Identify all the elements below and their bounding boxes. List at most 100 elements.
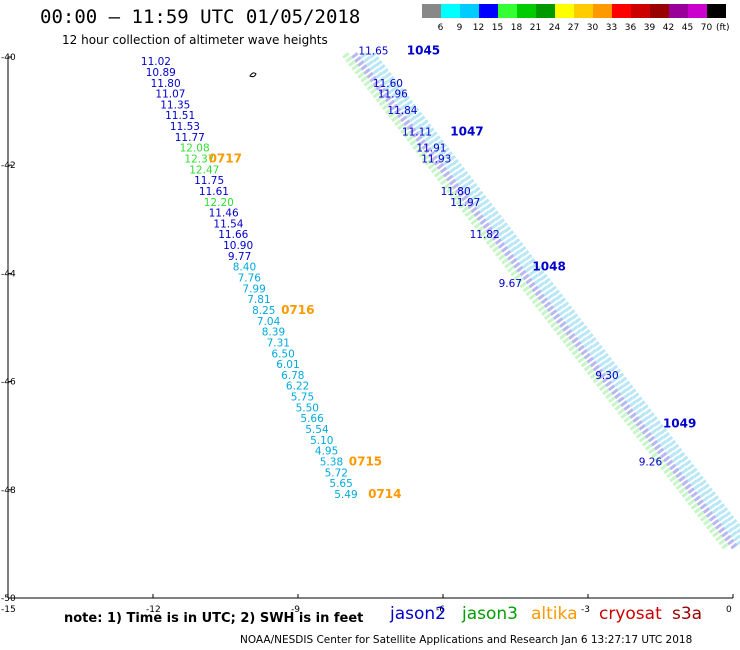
- swh-value: 6.50: [271, 348, 294, 360]
- legend-swatch: [593, 4, 612, 18]
- swh-value: 12.37: [184, 153, 214, 165]
- swh-value: 7.04: [257, 316, 281, 328]
- footnote: note: 1) Time is in UTC; 2) SWH is in fe…: [64, 611, 364, 626]
- x-tick-label: -15: [1, 605, 16, 615]
- x-tick-label: -3: [581, 605, 590, 615]
- swh-value: 11.46: [209, 208, 239, 220]
- swh-value: 11.97: [450, 197, 480, 209]
- y-tick-label: -42: [1, 161, 16, 171]
- time-label: 0717: [209, 151, 242, 165]
- swh-value: 11.51: [165, 110, 195, 122]
- legend-swatch: [688, 4, 707, 18]
- swh-value: 11.65: [358, 45, 388, 57]
- swh-value: 11.02: [141, 56, 171, 68]
- swh-value: 5.49: [334, 489, 357, 501]
- legend-tick-label: 33: [605, 23, 618, 33]
- coastline-speck: [249, 72, 257, 78]
- legend-sat-jason3: jason3: [462, 604, 518, 624]
- swh-value: 5.66: [300, 413, 324, 425]
- credit-line: NOAA/NESDIS Center for Satellite Applica…: [240, 634, 693, 646]
- swh-value: 11.75: [194, 175, 224, 187]
- legend-unit: (ft): [716, 23, 730, 33]
- track-swath-band: [369, 52, 740, 537]
- swh-value: 10.89: [146, 67, 176, 79]
- y-tick-label: -40: [1, 53, 16, 63]
- legend-sat-jason2: jason2: [390, 604, 446, 624]
- legend-tick-label: 30: [586, 23, 599, 33]
- swh-value: 9.30: [595, 370, 618, 382]
- legend-sat-altika: altika: [531, 604, 578, 624]
- swh-value: 5.72: [325, 467, 348, 479]
- swh-value: 11.77: [175, 132, 205, 144]
- legend-tick-label: 9: [456, 23, 463, 33]
- time-label: 0716: [281, 303, 314, 317]
- swh-value: 8.40: [233, 262, 256, 274]
- swh-value: 5.65: [329, 478, 352, 490]
- time-label: 1047: [450, 124, 483, 138]
- swh-value: 7.76: [238, 273, 262, 285]
- legend-swatch: [441, 4, 460, 18]
- legend-tick-label: 15: [491, 23, 504, 33]
- swh-value: 12.47: [189, 164, 219, 176]
- swh-value: 11.53: [170, 121, 200, 133]
- legend-swatch: [650, 4, 669, 18]
- legend-tick-label: 21: [529, 23, 542, 33]
- swh-value: 11.96: [378, 89, 408, 101]
- legend-swatch: [631, 4, 650, 18]
- legend-tick-label: 70: [700, 23, 713, 33]
- x-tick-label: -9: [291, 605, 300, 615]
- swh-value: 11.82: [470, 229, 500, 241]
- legend-tick-label: 39: [643, 23, 656, 33]
- satellite-tracks: 11.0210.8911.8011.0711.3511.5111.5311.77…: [141, 43, 696, 501]
- legend-tick-label: 45: [681, 23, 694, 33]
- swh-value: 7.81: [247, 294, 270, 306]
- time-label: 0714: [368, 487, 401, 501]
- swh-value: 11.54: [213, 218, 243, 230]
- legend-swatch: [555, 4, 574, 18]
- legend-tick-label: 12: [472, 23, 485, 33]
- swh-value: 11.66: [218, 229, 248, 241]
- swh-value: 12.20: [204, 197, 234, 209]
- legend-tick-label: 36: [624, 23, 637, 33]
- swh-value: 5.38: [320, 456, 343, 468]
- swh-value: 11.60: [373, 78, 403, 90]
- legend-sat-s3a: s3a: [672, 604, 703, 624]
- swh-value: 8.25: [252, 305, 275, 317]
- swh-value: 11.11: [402, 126, 432, 138]
- time-label: 1048: [532, 260, 565, 274]
- swh-value: 6.01: [276, 359, 299, 371]
- y-tick-label: -44: [1, 269, 16, 279]
- swh-value: 11.80: [441, 186, 471, 198]
- swh-value: 11.84: [387, 105, 417, 117]
- swh-value: 11.07: [155, 89, 185, 101]
- swh-value: 12.08: [180, 143, 210, 155]
- swh-value: 11.61: [199, 186, 229, 198]
- time-label: 1045: [407, 43, 440, 57]
- swh-value: 5.75: [291, 392, 314, 404]
- swh-value: 11.93: [421, 153, 451, 165]
- swh-value: 5.10: [310, 435, 333, 447]
- swh-value: 9.26: [639, 456, 663, 468]
- swh-value: 9.67: [499, 278, 522, 290]
- time-label: 1049: [663, 417, 696, 431]
- map-title: 00:00 – 11:59 UTC 01/05/2018: [40, 6, 361, 28]
- swh-value: 6.22: [286, 381, 309, 393]
- y-tick-label: -46: [1, 378, 16, 388]
- swh-value: 5.50: [296, 402, 319, 414]
- track-swath-band: [342, 52, 730, 551]
- swh-value: 8.39: [262, 327, 285, 339]
- legend-swatch: [460, 4, 479, 18]
- legend-swatch: [669, 4, 688, 18]
- time-label: 0715: [349, 454, 382, 468]
- y-tick-label: -50: [1, 594, 16, 604]
- legend-swatch: [479, 4, 498, 18]
- x-tick-label: -12: [146, 605, 161, 615]
- y-tick-label: -48: [1, 486, 16, 496]
- swh-value: 7.99: [242, 283, 265, 295]
- track-swath-band: [351, 52, 739, 551]
- swh-value: 5.54: [305, 424, 329, 436]
- legend-swatch: [498, 4, 517, 18]
- legend-swatch: [574, 4, 593, 18]
- map-frame: -40 -42 -44 -46 -48 -50-15 -12 -9 -6 -3 0: [1, 53, 734, 615]
- x-tick-label: -6: [436, 605, 445, 615]
